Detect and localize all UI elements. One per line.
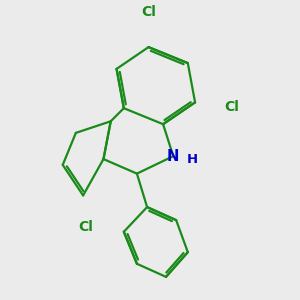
Text: Cl: Cl xyxy=(141,5,156,20)
Text: Cl: Cl xyxy=(224,100,239,114)
Text: N: N xyxy=(167,149,179,164)
Text: H: H xyxy=(186,153,197,166)
Text: Cl: Cl xyxy=(78,220,93,234)
